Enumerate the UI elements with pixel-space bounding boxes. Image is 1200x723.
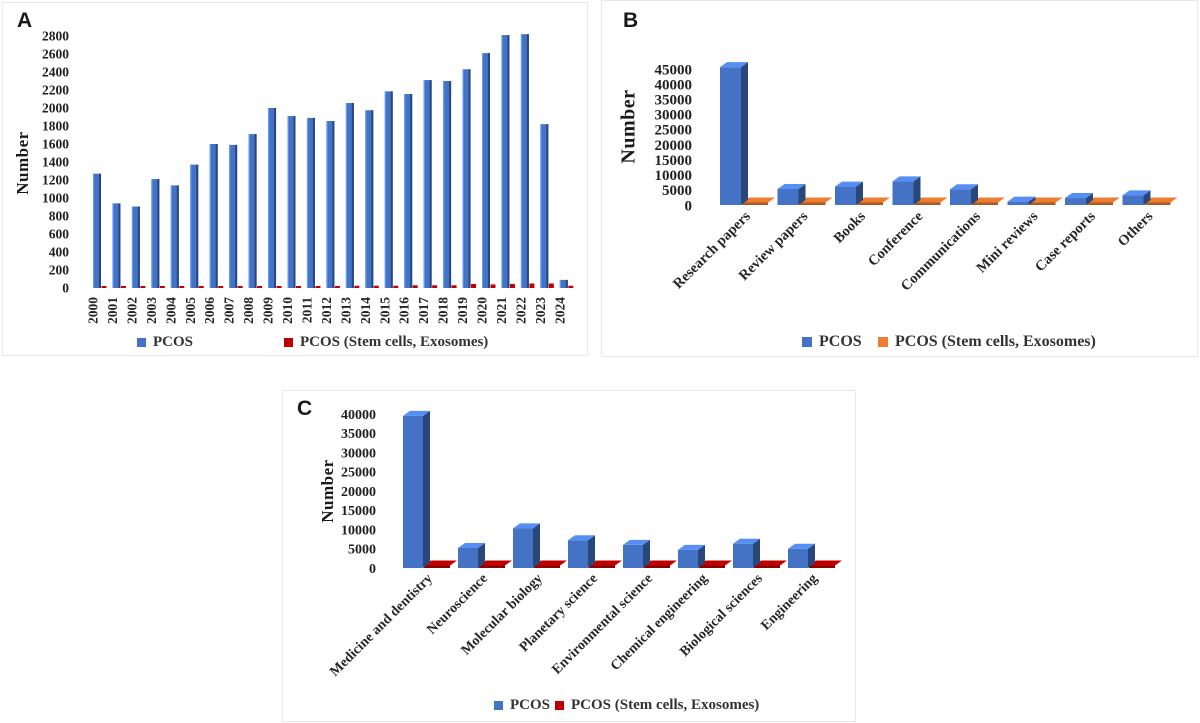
svg-text:20000: 20000: [341, 485, 376, 500]
legend-label-stem-c: PCOS (Stem cells, Exosomes): [571, 697, 760, 713]
svg-text:30000: 30000: [655, 108, 693, 124]
legend-swatch-pcos-a: [137, 338, 146, 347]
svg-text:1000: 1000: [42, 191, 69, 206]
legend-swatch-pcos-c: [494, 701, 503, 710]
svg-text:800: 800: [49, 209, 70, 224]
panel-a: A Number 0 200 400 600 800 1000 1200 1400 1600 18…: [2, 2, 588, 356]
svg-text:2024: 2024: [552, 297, 567, 324]
legend-item-stem-b: PCOS (Stem cells, Exosomes): [878, 333, 1096, 351]
svg-text:2011: 2011: [299, 297, 314, 324]
svg-text:40000: 40000: [341, 408, 376, 423]
chart-b-canvas: 0500010000150002000025000300003500040000…: [655, 62, 1178, 294]
svg-text:1600: 1600: [42, 137, 69, 152]
svg-text:2010: 2010: [280, 297, 295, 324]
svg-text:2023: 2023: [533, 297, 548, 324]
legend-item-stem-a: PCOS (Stem cells, Exosomes): [284, 334, 488, 351]
panel-letter-a: A: [17, 9, 33, 32]
svg-text:400: 400: [49, 245, 70, 260]
svg-text:2022: 2022: [513, 297, 528, 324]
legend-swatch-stem-c: [555, 701, 564, 710]
svg-text:35000: 35000: [655, 92, 693, 108]
svg-text:1400: 1400: [42, 155, 69, 170]
legend-label-stem-b: PCOS (Stem cells, Exosomes): [895, 333, 1096, 350]
legend-item-pcos-a: PCOS: [137, 334, 193, 351]
svg-text:15000: 15000: [341, 504, 376, 519]
svg-text:2004: 2004: [163, 297, 178, 324]
svg-text:2400: 2400: [42, 65, 69, 80]
legend-item-pcos-c: PCOS: [494, 697, 550, 714]
legend-label-stem-a: PCOS (Stem cells, Exosomes): [300, 334, 489, 350]
svg-text:2200: 2200: [42, 83, 69, 98]
panel-c: C Number 0 5000 10000 15000 20000 25000 30000 3…: [282, 390, 856, 722]
panel-b: B Number 0 5000 10000 15000 20000 25000 30000 3…: [601, 0, 1198, 357]
svg-text:2006: 2006: [202, 297, 217, 324]
svg-text:2000: 2000: [42, 101, 69, 116]
svg-text:Mini reviews: Mini reviews: [974, 208, 1042, 276]
panel-letter-c: C: [297, 397, 313, 420]
svg-text:2600: 2600: [42, 47, 69, 62]
svg-text:20000: 20000: [655, 138, 693, 154]
panel-letter-b: B: [623, 9, 639, 32]
legend-swatch-pcos-b: [802, 337, 812, 347]
legend-item-pcos-b: PCOS: [802, 333, 862, 351]
svg-text:2009: 2009: [261, 297, 276, 324]
svg-text:200: 200: [49, 263, 70, 278]
svg-text:2013: 2013: [338, 297, 353, 324]
svg-text:2018: 2018: [436, 297, 451, 324]
svg-text:2020: 2020: [475, 297, 490, 324]
svg-text:Case reports: Case reports: [1032, 208, 1099, 275]
legend-label-pcos-c: PCOS: [510, 697, 551, 713]
svg-text:0: 0: [369, 562, 376, 577]
svg-text:2002: 2002: [124, 297, 139, 324]
legend-swatch-stem-a: [284, 338, 293, 347]
svg-text:2005: 2005: [183, 297, 198, 324]
svg-text:Environmental science: Environmental science: [549, 571, 655, 677]
svg-text:Others: Others: [1115, 208, 1157, 250]
legend-label-pcos-a: PCOS: [153, 334, 194, 350]
svg-text:Chemical engineering: Chemical engineering: [608, 571, 711, 674]
svg-text:2003: 2003: [144, 297, 159, 324]
legend-label-pcos-b: PCOS: [819, 333, 862, 350]
svg-text:Engineering: Engineering: [759, 571, 821, 633]
svg-text:2008: 2008: [241, 297, 256, 324]
svg-text:2001: 2001: [105, 297, 120, 324]
svg-text:2016: 2016: [397, 297, 412, 324]
legend-item-stem-c: PCOS (Stem cells, Exosomes): [555, 697, 759, 714]
svg-text:2017: 2017: [416, 297, 431, 324]
svg-text:25000: 25000: [341, 466, 376, 481]
svg-text:10000: 10000: [655, 168, 693, 184]
svg-text:0: 0: [685, 198, 693, 214]
svg-text:30000: 30000: [341, 446, 376, 461]
svg-text:Conference: Conference: [865, 208, 927, 270]
svg-text:25000: 25000: [655, 123, 693, 139]
svg-text:2000: 2000: [86, 297, 101, 324]
svg-text:2012: 2012: [319, 297, 334, 324]
svg-text:5000: 5000: [662, 183, 692, 199]
svg-text:2021: 2021: [494, 297, 509, 324]
svg-text:2015: 2015: [377, 297, 392, 324]
svg-text:Medicine and dentistry: Medicine and dentistry: [327, 571, 436, 680]
svg-text:35000: 35000: [341, 427, 376, 442]
svg-text:40000: 40000: [655, 77, 693, 93]
svg-text:0: 0: [62, 281, 69, 296]
svg-text:2007: 2007: [222, 297, 237, 324]
svg-text:Books: Books: [831, 208, 869, 246]
svg-text:10000: 10000: [341, 523, 376, 538]
svg-text:45000: 45000: [655, 62, 693, 78]
chart-a-canvas: 0 200 400 600 800 1000 1200 1400 1600 1800 2000 220…: [42, 29, 574, 324]
svg-text:1800: 1800: [42, 119, 69, 134]
svg-text:2019: 2019: [455, 297, 470, 324]
svg-text:1200: 1200: [42, 173, 69, 188]
legend-swatch-stem-b: [878, 337, 888, 347]
svg-text:2014: 2014: [358, 297, 373, 324]
chart-c-canvas: 0 5000 10000 15000 20000 25000 30000 35000 40000…: [327, 408, 842, 680]
svg-text:2800: 2800: [42, 29, 69, 44]
svg-text:15000: 15000: [655, 153, 693, 169]
svg-text:Research papers: Research papers: [670, 208, 754, 292]
svg-text:600: 600: [49, 227, 70, 242]
svg-text:5000: 5000: [348, 543, 376, 558]
